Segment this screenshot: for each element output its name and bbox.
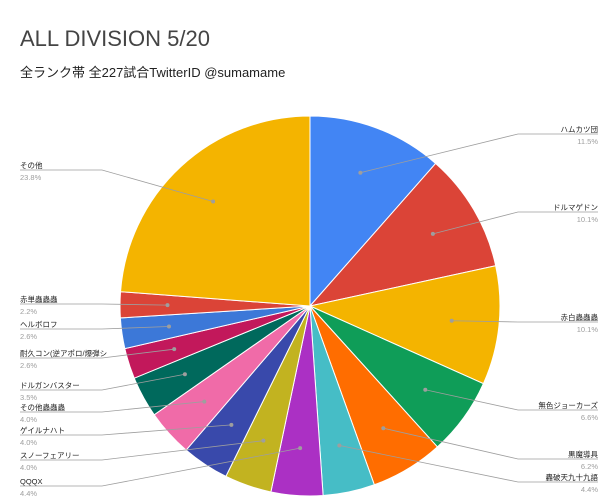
slice-label: 赤白蟲蟲蟲 — [561, 312, 599, 322]
slice-label: ドルガンバスター — [20, 380, 80, 390]
leader-line — [451, 320, 598, 323]
slice-label: スノーフェアリー — [20, 451, 80, 460]
leader-line — [20, 440, 264, 461]
chart-subtitle: 全ランク帯 全227試合TwitterID @sumamame — [20, 65, 286, 80]
slice-percent: 4.0% — [20, 415, 37, 424]
pie-slice — [120, 115, 311, 307]
leader-line — [425, 389, 598, 411]
slice-percent: 10.1% — [577, 325, 599, 334]
slice-percent: 4.4% — [581, 485, 598, 494]
leader-line — [339, 445, 598, 483]
leader-line — [20, 401, 205, 413]
slice-label: その他 — [20, 160, 43, 170]
leader-line — [20, 169, 214, 202]
leader-line — [20, 348, 175, 359]
slice-label: 黒魔導具 — [568, 449, 598, 459]
leader-line — [383, 427, 598, 460]
pie-slice — [309, 115, 437, 308]
slice-percent: 2.6% — [20, 361, 37, 370]
slice-label: 赤単蟲蟲蟲 — [20, 294, 58, 304]
slice-percent: 2.6% — [20, 332, 37, 341]
slice-percent: 6.6% — [581, 413, 598, 422]
pie-slice — [308, 162, 497, 307]
slice-percent: 2.2% — [20, 307, 37, 316]
leader-line — [20, 447, 301, 487]
slice-label: ドルマゲドン — [553, 203, 598, 212]
slice-label: ハムカツ団 — [561, 125, 599, 134]
leader-line — [20, 303, 168, 306]
slice-percent: 23.8% — [20, 173, 42, 182]
leader-line — [20, 326, 170, 330]
slice-label: ゲイルナハト — [20, 426, 65, 435]
slice-percent: 3.5% — [20, 393, 37, 402]
slice-label: 耐久コン(逆アポロ/爆弾シ — [20, 348, 107, 358]
leader-line — [20, 424, 232, 436]
slice-label: QQQX — [20, 477, 43, 486]
chart-title: ALL DIVISION 5/20 — [20, 26, 210, 51]
slice-label: 無色ジョーカーズ — [538, 400, 598, 410]
leader-line — [360, 133, 598, 174]
leader-line — [20, 373, 185, 391]
slice-label: ヘルボロフ — [20, 320, 58, 329]
slice-percent: 4.0% — [20, 463, 37, 472]
pie-slice — [308, 265, 501, 385]
slice-label: その他蟲蟲蟲 — [20, 402, 65, 412]
slice-label: 轟破天九十九語 — [546, 472, 599, 482]
slice-percent: 4.4% — [20, 489, 37, 498]
slice-percent: 11.5% — [577, 137, 598, 146]
slice-percent: 4.0% — [20, 438, 37, 447]
slice-percent: 10.1% — [577, 215, 599, 224]
slice-percent: 6.2% — [581, 462, 598, 471]
leader-line — [432, 211, 598, 235]
